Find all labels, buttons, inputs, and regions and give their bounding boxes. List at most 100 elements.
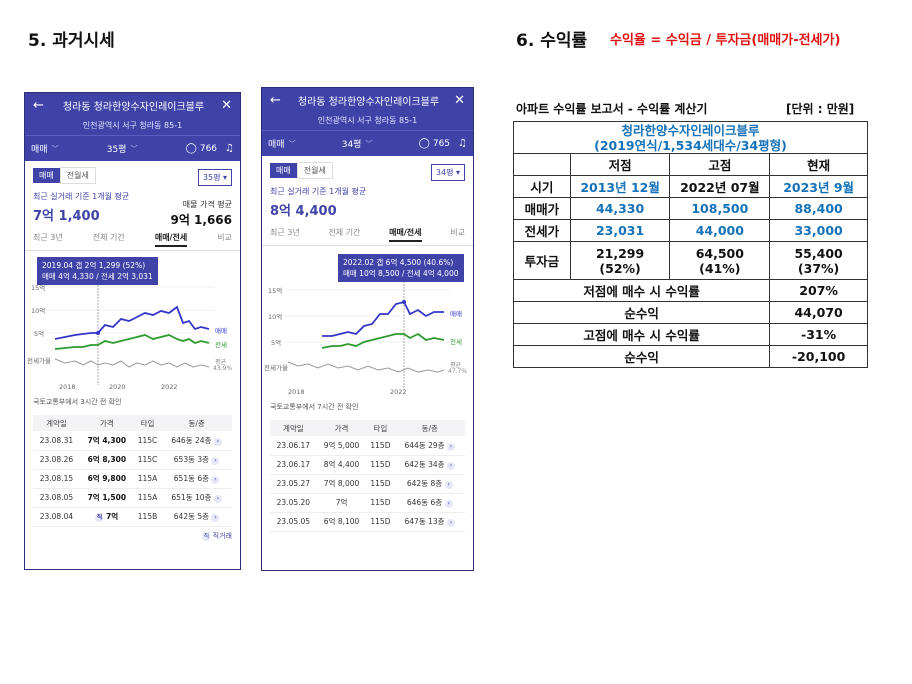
y-tick: 5억 [271, 339, 282, 347]
price-chart-svg [284, 278, 450, 390]
row-invest: 투자금 21,299 (52%) 64,500 (41%) 55,400 (37%) [513, 241, 868, 280]
legend-sale: 매매 [215, 327, 227, 335]
table-row[interactable]: 23.05.27 7억 8,000 115D 642동 8층 › [270, 474, 465, 494]
chevron-down-icon: ﹀ [51, 144, 59, 153]
col-date: 계약일 [33, 415, 80, 431]
col-type: 타입 [366, 420, 395, 436]
price-chart[interactable]: 2019.04 갭 2억 1,299 (52%) 매매 4억 4,330 / 전… [25, 255, 240, 395]
chevron-right-icon: › [446, 462, 455, 470]
tab-recent-3y[interactable]: 최근 3년 [33, 233, 63, 242]
col-high: 고점 [669, 153, 771, 176]
chevron-right-icon: › [211, 476, 220, 484]
chart-tooltip: 2022.02 갭 6억 4,500 (40.6%) 매매 10억 8,500 … [338, 254, 464, 282]
legend-ratio-value: 43.9% [213, 365, 233, 372]
legend-sale: 매매 [450, 310, 462, 318]
report-unit: [단위 : 만원] [786, 102, 855, 116]
tab-sale-jeonse[interactable]: 매매/전세 [154, 232, 188, 247]
address: 인천광역시 서구 청라동 85-1 [82, 121, 183, 130]
legend-ratio-value: 47.7% [448, 368, 468, 375]
address: 인천광역시 서구 청라동 85-1 [317, 116, 418, 125]
phone-screenshot-2: ← 청라동 청라한양수자인레이크블루 ✕ 인천광역시 서구 청라동 85-1 매… [261, 87, 474, 571]
avg-price: 8억 4,400 [270, 204, 337, 219]
chevron-right-icon: › [213, 495, 222, 503]
legend-ratio: 평균 [450, 362, 462, 369]
tab-sale[interactable]: 매매 [270, 162, 297, 178]
chevron-right-icon: › [211, 514, 220, 522]
close-icon[interactable]: ✕ [454, 92, 465, 108]
y-tick: 전세가율 [264, 364, 288, 372]
y-tick: 15억 [31, 284, 46, 292]
table-row[interactable]: 23.08.26 6억 8,300 115C 653동 3층 › [33, 450, 232, 470]
trade-type-select[interactable]: 매매 ﹀ [268, 139, 296, 151]
avg-label: 최근 실거래 기준 1개월 평균 [270, 187, 367, 196]
pyeong-dropdown[interactable]: 34평 ▾ [430, 164, 465, 181]
bell-icon[interactable]: ♫ [225, 143, 234, 154]
ask-label: 매물 가격 평균 [182, 200, 232, 209]
y-tick: 10억 [31, 307, 46, 315]
comments-button[interactable]: ◯ 766 [185, 143, 218, 154]
x-tick: 2018 [288, 388, 305, 396]
chat-bubble-icon: ◯ [418, 138, 430, 149]
col-type: 타입 [133, 415, 162, 431]
col-date: 계약일 [270, 420, 317, 436]
close-icon[interactable]: ✕ [221, 97, 232, 113]
pyeong-dropdown[interactable]: 35평 ▾ [197, 169, 232, 186]
yield-table: 청라한양수자인레이크블루 (2019연식/1,534세대수/34평형) 저점 고… [512, 121, 868, 368]
table-row[interactable]: 23.05.05 6억 8,100 115D 647동 13층 › [270, 512, 465, 532]
report-title: 아파트 수익률 보고서 - 수익률 계산기 [516, 102, 708, 116]
tab-sale-jeonse[interactable]: 매매/전세 [389, 227, 422, 242]
size-select[interactable]: 35평 ﹀ [106, 144, 138, 156]
row-period: 시기 2013년 12월 2022년 07월 2023년 9월 [513, 175, 868, 198]
tab-sale[interactable]: 매매 [33, 167, 60, 183]
tab-all[interactable]: 전체 기간 [92, 233, 125, 242]
row-jeonse: 전세가 23,031 44,000 33,000 [513, 219, 868, 242]
col-price: 가격 [79, 415, 134, 431]
back-arrow-icon[interactable]: ← [270, 92, 281, 108]
source-note: 국토교통부에서 7시간 전 확인 [270, 403, 359, 411]
bell-icon[interactable]: ♫ [458, 138, 467, 149]
chevron-down-icon: ﹀ [288, 139, 296, 148]
col-low: 저점 [569, 153, 671, 176]
apt-name-cell: 청라한양수자인레이크블루 (2019연식/1,534세대수/34평형) [513, 121, 868, 154]
price-chart-svg [47, 273, 215, 385]
section-5-title: 5. 과거시세 [28, 31, 115, 51]
table-row[interactable]: 23.08.05 7억 1,500 115A 651동 10층 › [33, 488, 232, 508]
table-row[interactable]: 23.08.15 6억 9,800 115A 651동 6층 › [33, 469, 232, 489]
trade-type-select[interactable]: 매매 ﹀ [31, 144, 59, 156]
phone-screenshot-1: ← 청라동 청라한양수자인레이크블루 ✕ 인천광역시 서구 청라동 85-1 매… [24, 92, 241, 570]
price-chart[interactable]: 2022.02 갭 6억 4,500 (40.6%) 매매 10억 8,500 … [262, 250, 473, 400]
section-6-title: 6. 수익률 [516, 31, 588, 51]
x-tick: 2018 [59, 383, 76, 391]
table-row[interactable]: 23.06.17 8억 4,400 115D 642동 34층 › [270, 455, 465, 475]
table-row[interactable]: 23.08.04 직 7억 115B 642동 5층 › [33, 507, 232, 527]
tab-compare[interactable]: 비교 [217, 233, 232, 242]
y-tick: 15억 [268, 287, 283, 295]
tab-all[interactable]: 전체 기간 [328, 228, 361, 237]
chevron-down-icon: ﹀ [365, 139, 373, 148]
comments-button[interactable]: ◯ 765 [418, 138, 451, 149]
deals-table: 계약일 가격 타입 동/층 23.08.31 7억 4,300 115C 646동 2… [33, 415, 232, 527]
y-tick: 10억 [268, 313, 283, 321]
tab-compare[interactable]: 비교 [450, 228, 465, 237]
tab-rent[interactable]: 전월세 [59, 166, 96, 184]
y-tick: 5억 [34, 330, 45, 338]
app-header: ← 청라동 청라한양수자인레이크블루 ✕ 인천광역시 서구 청라동 85-1 매… [25, 93, 240, 161]
col-dong: 동/층 [161, 415, 232, 431]
tab-recent-3y[interactable]: 최근 3년 [270, 228, 300, 237]
table-row[interactable]: 23.08.31 7억 4,300 115C 646동 24층 › [33, 431, 232, 451]
table-row[interactable]: 23.06.17 9억 5,000 115D 644동 29층 › [270, 436, 465, 456]
table-row[interactable]: 23.05.20 7억 115D 646동 6층 › [270, 493, 465, 513]
app-header: ← 청라동 청라한양수자인레이크블루 ✕ 인천광역시 서구 청라동 85-1 매… [262, 88, 473, 156]
tab-rent[interactable]: 전월세 [296, 161, 333, 179]
x-tick: 2022 [390, 388, 407, 396]
chart-tooltip: 2019.04 갭 2억 1,299 (52%) 매매 4억 4,330 / 전… [37, 257, 158, 285]
legend-jeonse: 전세 [450, 338, 462, 346]
source-note: 국토교통부에서 3시간 전 확인 [33, 398, 122, 406]
size-select[interactable]: 34평 ﹀ [341, 139, 373, 151]
direct-deal-legend: 직 직거래 [202, 531, 232, 541]
x-tick: 2022 [161, 383, 178, 391]
period-tabs: 최근 3년 전체 기간 매매/전세 비교 [25, 232, 240, 251]
chevron-down-icon: ﹀ [130, 144, 138, 153]
back-arrow-icon[interactable]: ← [33, 97, 44, 113]
x-tick: 2020 [109, 383, 126, 391]
